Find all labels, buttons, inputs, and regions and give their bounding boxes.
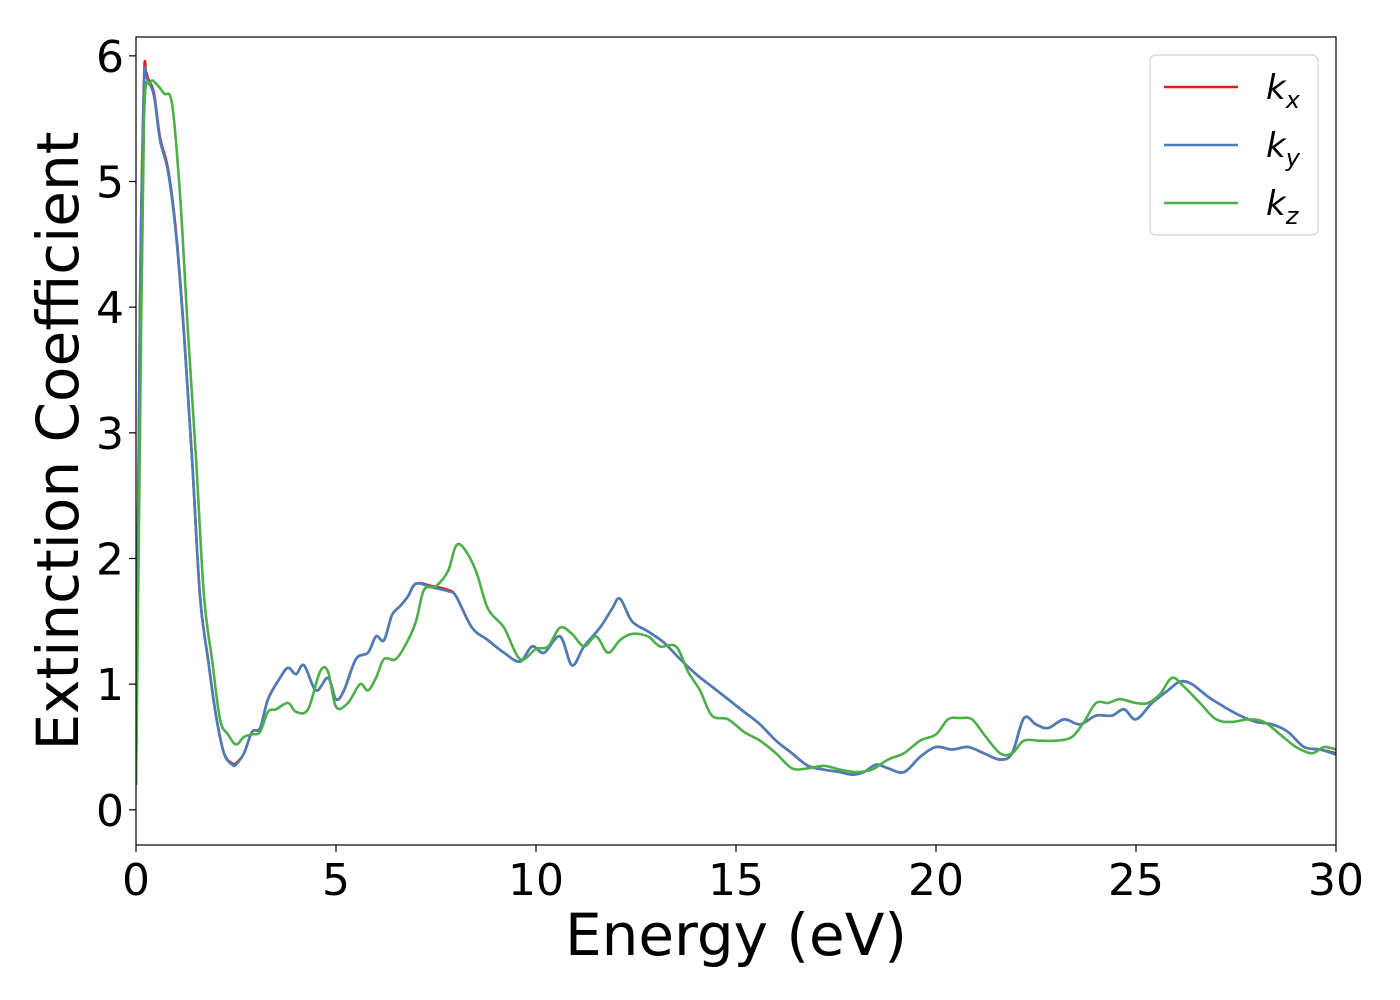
y-tick-label: 3 (96, 409, 124, 460)
x-tick-label: 0 (122, 855, 150, 906)
y-tick-label: 4 (96, 283, 124, 334)
legend-label-k-y: ky (1266, 126, 1301, 172)
y-tick-label: 2 (96, 534, 124, 585)
x-tick-label: 10 (508, 855, 564, 906)
x-tick-label: 20 (908, 855, 964, 906)
y-tick-label: 1 (96, 660, 124, 711)
x-tick-label: 5 (322, 855, 350, 906)
series-line-k-z (136, 79, 1336, 785)
x-tick-label: 15 (708, 855, 764, 906)
series-line-k-y (136, 66, 1336, 785)
legend: kx ky kz (1149, 54, 1319, 236)
x-axis-label: Energy (eV) (565, 901, 907, 969)
legend-label-k-x: kx (1266, 68, 1301, 114)
y-tick-label: 5 (96, 158, 124, 209)
y-tick-label: 0 (96, 786, 124, 837)
x-tick-label: 25 (1108, 855, 1164, 906)
x-tick-label: 30 (1308, 855, 1364, 906)
y-tick-label: 6 (96, 32, 124, 83)
series-layer (136, 60, 1336, 785)
legend-label-k-z: kz (1266, 184, 1300, 230)
ticks-layer: 0 5 10 15 20 25 30 0 1 2 3 4 5 6 (96, 32, 1364, 906)
y-axis-label: Extinction Coefficient (24, 132, 92, 751)
